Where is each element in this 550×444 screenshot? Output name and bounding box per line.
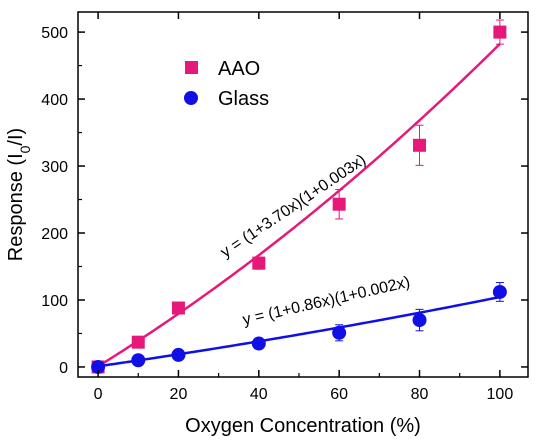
data-point-aao xyxy=(493,25,507,39)
data-point-glass xyxy=(412,313,427,328)
data-point-glass xyxy=(332,325,347,340)
data-point-aao xyxy=(131,335,145,349)
fit-curves xyxy=(97,43,501,368)
axis-ticks: 0 20 40 60 80 100 0 100 200 300 400 500 xyxy=(41,12,528,403)
data-point-aao xyxy=(252,256,266,270)
y-axis-label: Response (I0/I) xyxy=(5,128,33,261)
y-tick-label: 400 xyxy=(41,92,68,109)
y-tick-label: 300 xyxy=(41,159,68,176)
plot-frame xyxy=(77,11,529,378)
legend-label-aao: AAO xyxy=(218,58,260,80)
data-point-glass xyxy=(91,359,106,374)
fit-curve-glass xyxy=(97,295,501,368)
y-tick-label: 0 xyxy=(59,360,68,377)
data-point-aao xyxy=(171,301,185,315)
data-point-glass xyxy=(492,284,507,299)
x-tick-label: 40 xyxy=(250,386,268,403)
legend-marker-glass xyxy=(184,91,198,105)
legend: AAO Glass xyxy=(184,58,269,110)
x-axis-label: Oxygen Concentration (%) xyxy=(185,415,421,437)
data-point-aao xyxy=(413,138,427,152)
glass-fit-equation: y = (1+0.86x)(1+0.002x) xyxy=(241,274,412,329)
x-tick-label: 0 xyxy=(94,386,103,403)
legend-label-glass: Glass xyxy=(218,88,269,110)
data-point-glass xyxy=(251,336,266,351)
y-tick-label: 500 xyxy=(41,25,68,42)
aao-fit-equation: y = (1+3.70x)(1+0.003x) xyxy=(218,151,369,261)
x-tick-label: 60 xyxy=(330,386,348,403)
legend-marker-aao xyxy=(185,61,198,74)
y-tick-label: 100 xyxy=(41,293,68,310)
data-points xyxy=(91,25,507,374)
data-point-glass xyxy=(131,353,146,368)
fit-curve-aao xyxy=(97,43,501,368)
y-axis-label-subscript: 0 xyxy=(17,145,33,153)
data-point-aao xyxy=(332,197,346,211)
x-tick-label: 20 xyxy=(170,386,188,403)
x-tick-label: 100 xyxy=(487,386,514,403)
y-axis-label-main: Response (I xyxy=(5,153,27,261)
x-tick-label: 80 xyxy=(411,386,429,403)
y-axis-label-tail: /I) xyxy=(5,128,27,146)
y-tick-label: 200 xyxy=(41,226,68,243)
data-point-glass xyxy=(171,347,186,362)
